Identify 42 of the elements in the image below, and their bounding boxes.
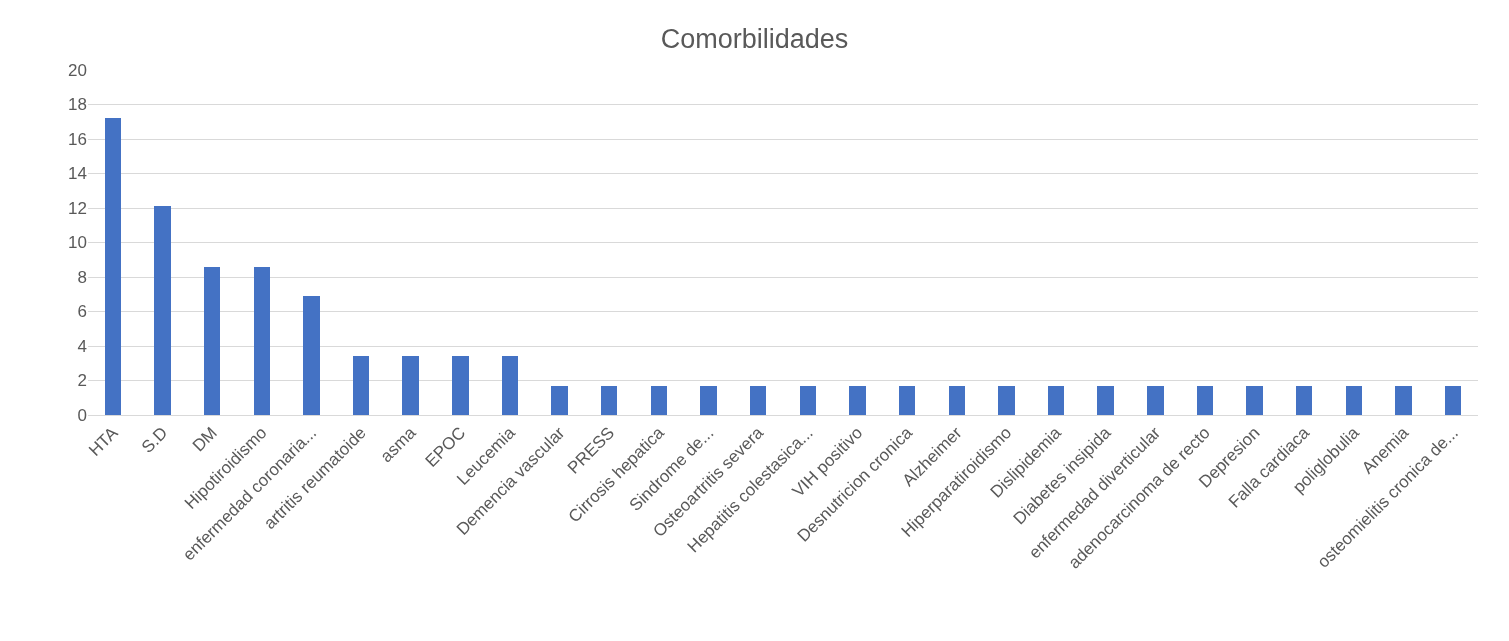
y-tick-label: 4	[77, 336, 87, 356]
bar	[948, 385, 965, 415]
bar	[303, 295, 320, 415]
y-tick-label: 16	[68, 129, 87, 149]
chart-title: Comorbilidades	[660, 23, 849, 54]
bar	[253, 266, 270, 415]
bar	[1444, 385, 1462, 415]
bar	[452, 356, 469, 415]
bar	[1296, 385, 1313, 415]
bar	[998, 385, 1015, 415]
y-tick-label: 2	[77, 371, 87, 391]
y-tick-label: 6	[77, 302, 87, 322]
y-tick-label: 0	[77, 405, 87, 425]
bar	[1345, 385, 1363, 415]
x-tick-label: S.D	[137, 423, 172, 457]
bar	[1147, 385, 1164, 415]
bar	[1196, 385, 1214, 415]
y-tick-label: 8	[77, 267, 87, 287]
bar	[898, 385, 916, 415]
bar	[203, 266, 221, 415]
bar	[352, 356, 370, 415]
bar	[1246, 385, 1263, 415]
y-tick-label: 14	[68, 164, 87, 184]
bar	[700, 385, 717, 415]
y-tick-label: 18	[68, 95, 87, 115]
bar	[650, 385, 668, 415]
y-tick-label: 10	[68, 233, 87, 253]
bar	[849, 385, 866, 415]
bar	[1395, 385, 1412, 415]
bar	[551, 385, 568, 415]
y-tick-label: 12	[68, 198, 87, 218]
bar	[1097, 385, 1114, 415]
bar	[501, 356, 519, 415]
bar	[104, 118, 122, 415]
y-tick-label: 20	[68, 60, 87, 80]
x-tick-label: HTA	[85, 422, 123, 460]
bar	[154, 206, 171, 415]
bar	[402, 356, 419, 415]
bar	[799, 385, 817, 415]
bar	[749, 385, 767, 415]
bar	[1047, 385, 1065, 415]
bar	[601, 385, 618, 415]
